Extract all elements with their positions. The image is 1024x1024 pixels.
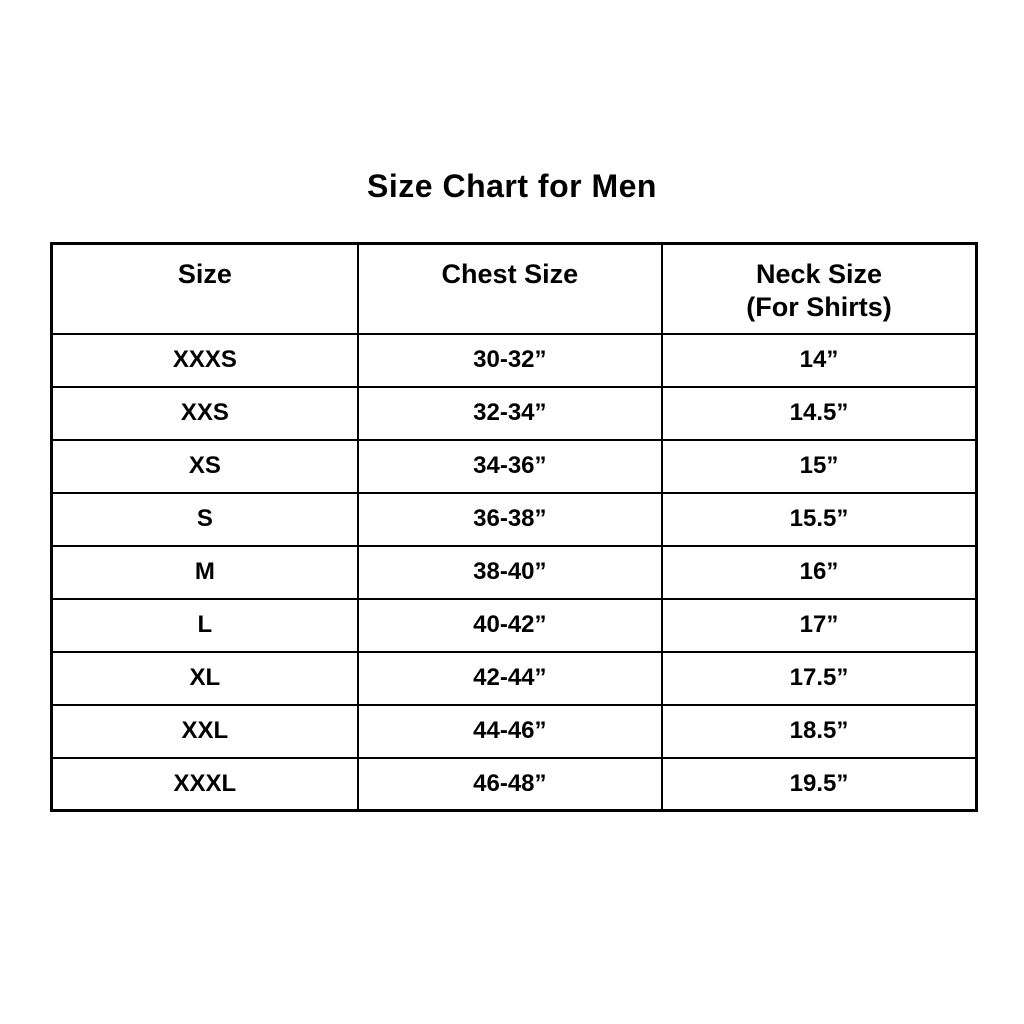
size-chart-table: Size Chest Size Neck Size (For Shirts) X… xyxy=(50,242,978,812)
cell-chest: 34-36” xyxy=(356,438,663,494)
header-size-label: Size xyxy=(177,259,232,289)
header-chest-size: Chest Size xyxy=(356,242,663,335)
table-row-s: S 36-38” 15.5” xyxy=(50,491,978,547)
cell-neck: 18.5” xyxy=(660,703,978,759)
table-row-l: L 40-42” 17” xyxy=(50,597,978,653)
cell-size: S xyxy=(50,491,359,547)
cell-neck: 17.5” xyxy=(660,650,978,706)
cell-chest: 30-32” xyxy=(356,332,663,388)
table-row-xxxs: XXXS 30-32” 14” xyxy=(50,332,978,388)
table-row-m: M 38-40” 16” xyxy=(50,544,978,600)
cell-chest: 42-44” xyxy=(356,650,663,706)
cell-size: XXS xyxy=(50,385,359,441)
cell-chest: 40-42” xyxy=(356,597,663,653)
cell-size: XXL xyxy=(50,703,359,759)
header-neck-size: Neck Size (For Shirts) xyxy=(660,242,978,335)
table-row-xl: XL 42-44” 17.5” xyxy=(50,650,978,706)
header-size: Size xyxy=(50,242,359,335)
cell-size: XS xyxy=(50,438,359,494)
cell-neck: 15” xyxy=(660,438,978,494)
cell-neck: 15.5” xyxy=(660,491,978,547)
cell-size: XXXS xyxy=(50,332,359,388)
cell-neck: 16” xyxy=(660,544,978,600)
cell-size: XL xyxy=(50,650,359,706)
header-row: Size Chest Size Neck Size (For Shirts) xyxy=(50,242,978,335)
cell-chest: 32-34” xyxy=(356,385,663,441)
header-neck-size-label: Neck Size xyxy=(755,259,883,289)
cell-neck: 14.5” xyxy=(660,385,978,441)
cell-neck: 14” xyxy=(660,332,978,388)
cell-neck: 19.5” xyxy=(660,756,978,812)
cell-chest: 38-40” xyxy=(356,544,663,600)
cell-chest: 46-48” xyxy=(356,756,663,812)
table-row-xxxl: XXXL 46-48” 19.5” xyxy=(50,756,978,812)
cell-chest: 36-38” xyxy=(356,491,663,547)
table-row-xs: XS 34-36” 15” xyxy=(50,438,978,494)
table-row-xxs: XXS 32-34” 14.5” xyxy=(50,385,978,441)
cell-size: XXXL xyxy=(50,756,359,812)
header-neck-size-sublabel: (For Shirts) xyxy=(746,292,892,322)
cell-neck: 17” xyxy=(660,597,978,653)
cell-size: L xyxy=(50,597,359,653)
cell-chest: 44-46” xyxy=(356,703,663,759)
header-chest-size-label: Chest Size xyxy=(441,259,579,289)
page-title: Size Chart for Men xyxy=(367,168,657,204)
table-row-xxl: XXL 44-46” 18.5” xyxy=(50,703,978,759)
cell-size: M xyxy=(50,544,359,600)
